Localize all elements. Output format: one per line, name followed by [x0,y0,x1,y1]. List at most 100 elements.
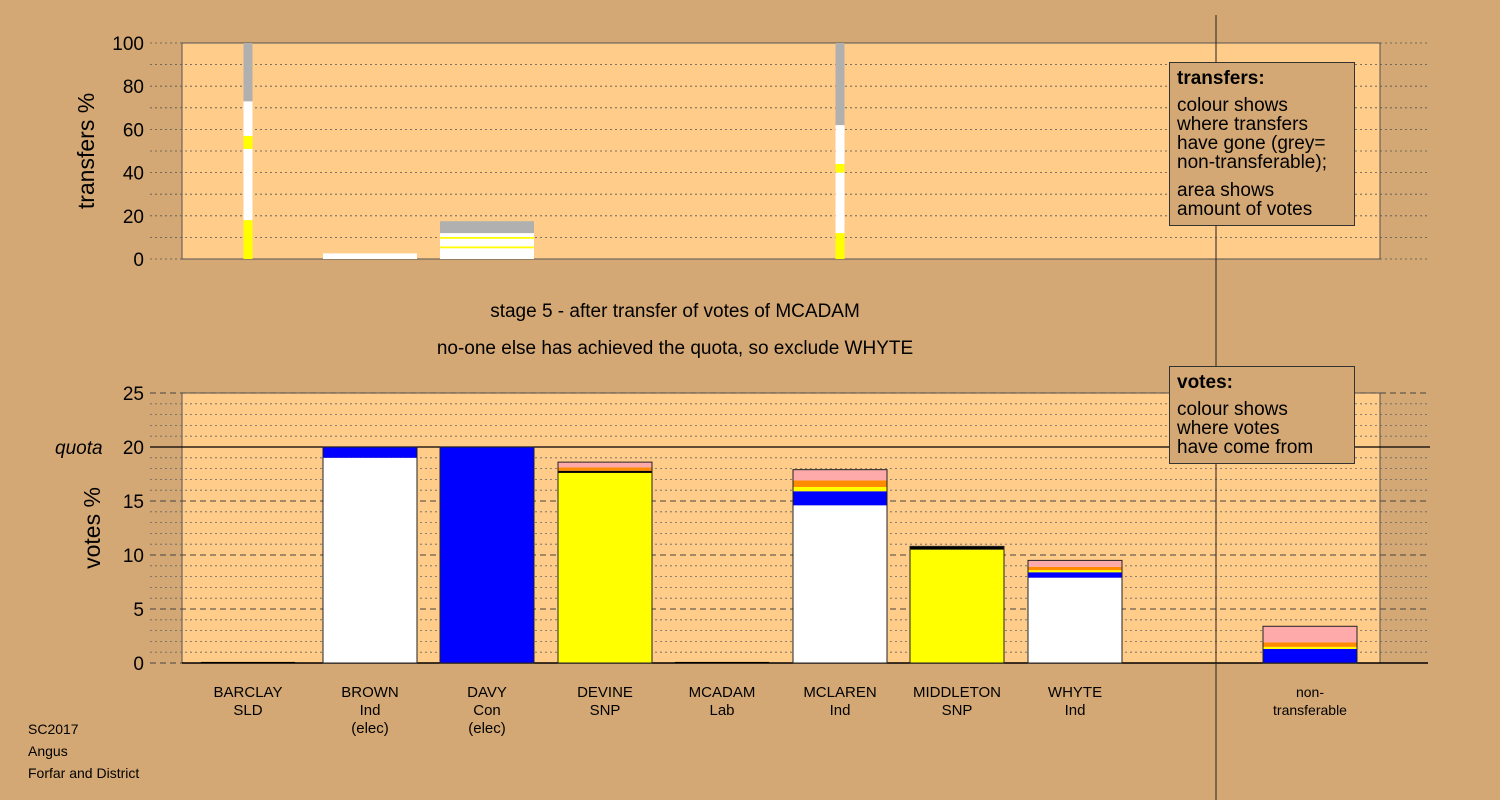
transfers-legend-line: non-transferable); [1177,152,1327,173]
council-label: Angus [28,743,68,759]
vote-bar-segment [793,486,887,492]
vote-bar-segment [675,661,769,663]
transfers-y-axis-label: transfers % [73,93,99,209]
vote-bar-segment [1028,566,1122,571]
transfer-bar-segment [440,246,534,249]
vote-bar-segment [793,505,887,663]
vote-bar-segment [793,480,887,487]
vote-bar-segment [910,549,1004,663]
vote-bar-segment [323,457,417,663]
transfer-bar-segment [440,236,534,239]
candidate-name-label: MCADAM [689,684,756,701]
vote-bar-segment [1028,572,1122,578]
votes-y-tick-label: 25 [123,384,144,405]
vote-bar-outline [557,461,653,664]
transfers-y-tick-label: 80 [123,77,144,98]
transfer-bar-segment [440,248,534,259]
vote-bar-segment [910,546,1004,550]
vote-bar-segment [793,491,887,506]
candidate-party-label: transferable [1273,702,1347,718]
transfer-bar-segment [243,220,253,259]
candidate-name-label: BROWN [341,684,399,701]
candidate-name-label: MCLAREN [803,684,876,701]
votes-y-tick-label: 20 [123,438,144,459]
votes-y-tick-label: 5 [133,600,144,621]
transfer-bar-segment [243,101,253,136]
transfers-y-tick-label: 100 [112,34,144,55]
candidate-name-label: BARCLAY [214,684,283,701]
transfers-legend-title: transfers: [1177,68,1265,89]
transfer-bar-segment [440,238,534,247]
vote-bar-segment [201,661,295,663]
transfer-bar-segment [243,135,253,149]
votes-y-axis-label: votes % [79,487,105,569]
vote-bar-segment [558,462,652,468]
ward-label: Forfar and District [28,765,140,781]
vote-bar-outline [1027,559,1123,664]
vote-bar-segment [793,469,887,481]
election-label: SC2017 [28,721,79,737]
candidate-party-label: Ind [830,702,851,719]
transfer-bar-segment [835,43,845,126]
transfers-y-tick-label: 60 [123,120,144,141]
candidate-party-label: SNP [942,702,973,719]
candidate-party-label: SLD [233,702,262,719]
vote-bar-segment [1028,570,1122,573]
votes-legend: votes: colour shows where votes have com… [1169,366,1355,464]
candidate-party-label: Con [473,702,501,719]
transfers-legend-line: colour shows [1177,95,1288,116]
transfers-legend-line: have gone (grey= [1177,133,1326,154]
transfer-bar-segment [323,253,417,259]
transfers-y-tick-label: 0 [133,250,144,271]
transfers-legend-line: amount of votes [1177,199,1313,220]
transfers-legend: transfers: colour shows where transfers … [1169,62,1355,226]
vote-bar-segment [323,447,417,458]
vote-bar-segment [558,470,652,473]
transfers-y-tick-label: 20 [123,207,144,228]
candidate-name-label: non- [1296,684,1324,700]
transfers-legend-line: area shows [1177,180,1275,201]
transfer-bar-segment [835,172,845,234]
vote-bar-segment [440,447,534,663]
vote-bar-outline [792,469,888,664]
candidate-note-label: (elec) [351,720,389,737]
votes-legend-line: have come from [1177,437,1314,458]
vote-bar-segment [558,467,652,471]
transfer-bar-segment [440,221,534,234]
transfer-bar-segment [243,43,253,102]
vote-bar-segment [558,472,652,663]
vote-bar-outline [322,446,418,664]
vote-bar-segment [1028,560,1122,567]
candidate-party-label: Ind [1065,702,1086,719]
candidate-note-label: (elec) [468,720,506,737]
status-caption: no-one else has achieved the quota, so e… [436,338,914,359]
vote-bar-segment [1028,577,1122,663]
votes-legend-title: votes: [1177,372,1233,393]
transfers-y-tick-label: 40 [123,164,144,185]
candidate-name-label: DAVY [467,684,507,701]
vote-bar-segment [1263,642,1357,647]
candidate-name-label: MIDDLETON [913,684,1001,701]
votes-y-tick-label: 0 [133,654,144,675]
votes-legend-line: where votes [1177,418,1280,439]
stage-caption: stage 5 - after transfer of votes of MCA… [490,301,860,322]
candidate-party-label: Ind [360,702,381,719]
votes-y-tick-label: 10 [123,546,144,567]
vote-bar-outline [439,446,535,664]
transfer-bar-segment [440,233,534,237]
votes-y-tick-label: 15 [123,492,144,513]
vote-bar-segment [1263,648,1357,663]
transfer-bar-segment [835,125,845,164]
quota-label: quota [55,438,103,459]
vote-bar-outline [1262,625,1358,664]
votes-legend-line: colour shows [1177,399,1288,420]
transfer-bar-segment [835,233,845,259]
transfers-legend-line: where transfers [1177,114,1308,135]
candidate-name-label: WHYTE [1048,684,1102,701]
transfer-bar-segment [243,148,253,221]
candidate-name-label: DEVINE [577,684,633,701]
transfer-bar-segment [835,163,845,173]
vote-bar-segment [1263,626,1357,643]
vote-bar-outline [909,545,1005,664]
candidate-party-label: Lab [709,702,734,719]
